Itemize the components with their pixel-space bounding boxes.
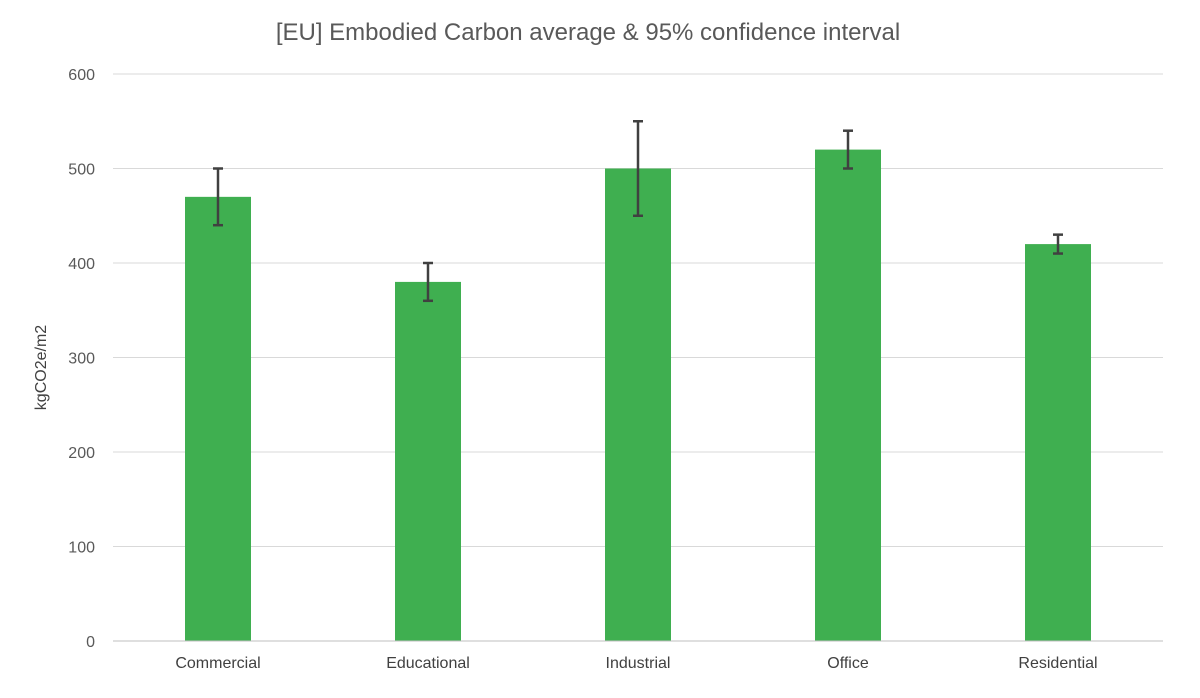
- y-tick-label: 300: [68, 351, 95, 368]
- y-tick-label: 200: [68, 445, 95, 462]
- bars: [185, 149, 1091, 641]
- y-axis-title: kgCO2e/m2: [33, 325, 50, 410]
- error-bar-commercial: [213, 167, 223, 227]
- y-tick-label: 100: [68, 540, 95, 557]
- x-tick-label: Residential: [1018, 655, 1097, 672]
- bar-office: [815, 149, 881, 641]
- chart-title: [EU] Embodied Carbon average & 95% confi…: [276, 19, 900, 46]
- x-tick-label: Industrial: [606, 655, 671, 672]
- y-tick-label: 500: [68, 162, 95, 179]
- bar-educational: [395, 281, 461, 641]
- x-axis-ticks: Commercial Educational Industrial Office Res…: [175, 655, 1097, 672]
- y-tick-label: 600: [68, 67, 95, 84]
- y-tick-label: 0: [86, 634, 95, 651]
- error-bar-office: [843, 129, 853, 170]
- bar-commercial: [185, 196, 251, 641]
- bar-industrial: [605, 168, 671, 641]
- x-tick-label: Commercial: [175, 655, 260, 672]
- x-tick-label: Educational: [386, 655, 470, 672]
- error-bar-residential: [1053, 233, 1063, 255]
- y-axis-ticks: 0 100 200 300 400 500 600: [68, 67, 95, 651]
- bar-residential: [1025, 244, 1091, 641]
- error-bar-educational: [423, 261, 433, 303]
- x-tick-label: Office: [827, 655, 869, 672]
- error-bars: [213, 120, 1063, 303]
- error-bar-industrial: [633, 120, 643, 217]
- y-tick-label: 400: [68, 256, 95, 273]
